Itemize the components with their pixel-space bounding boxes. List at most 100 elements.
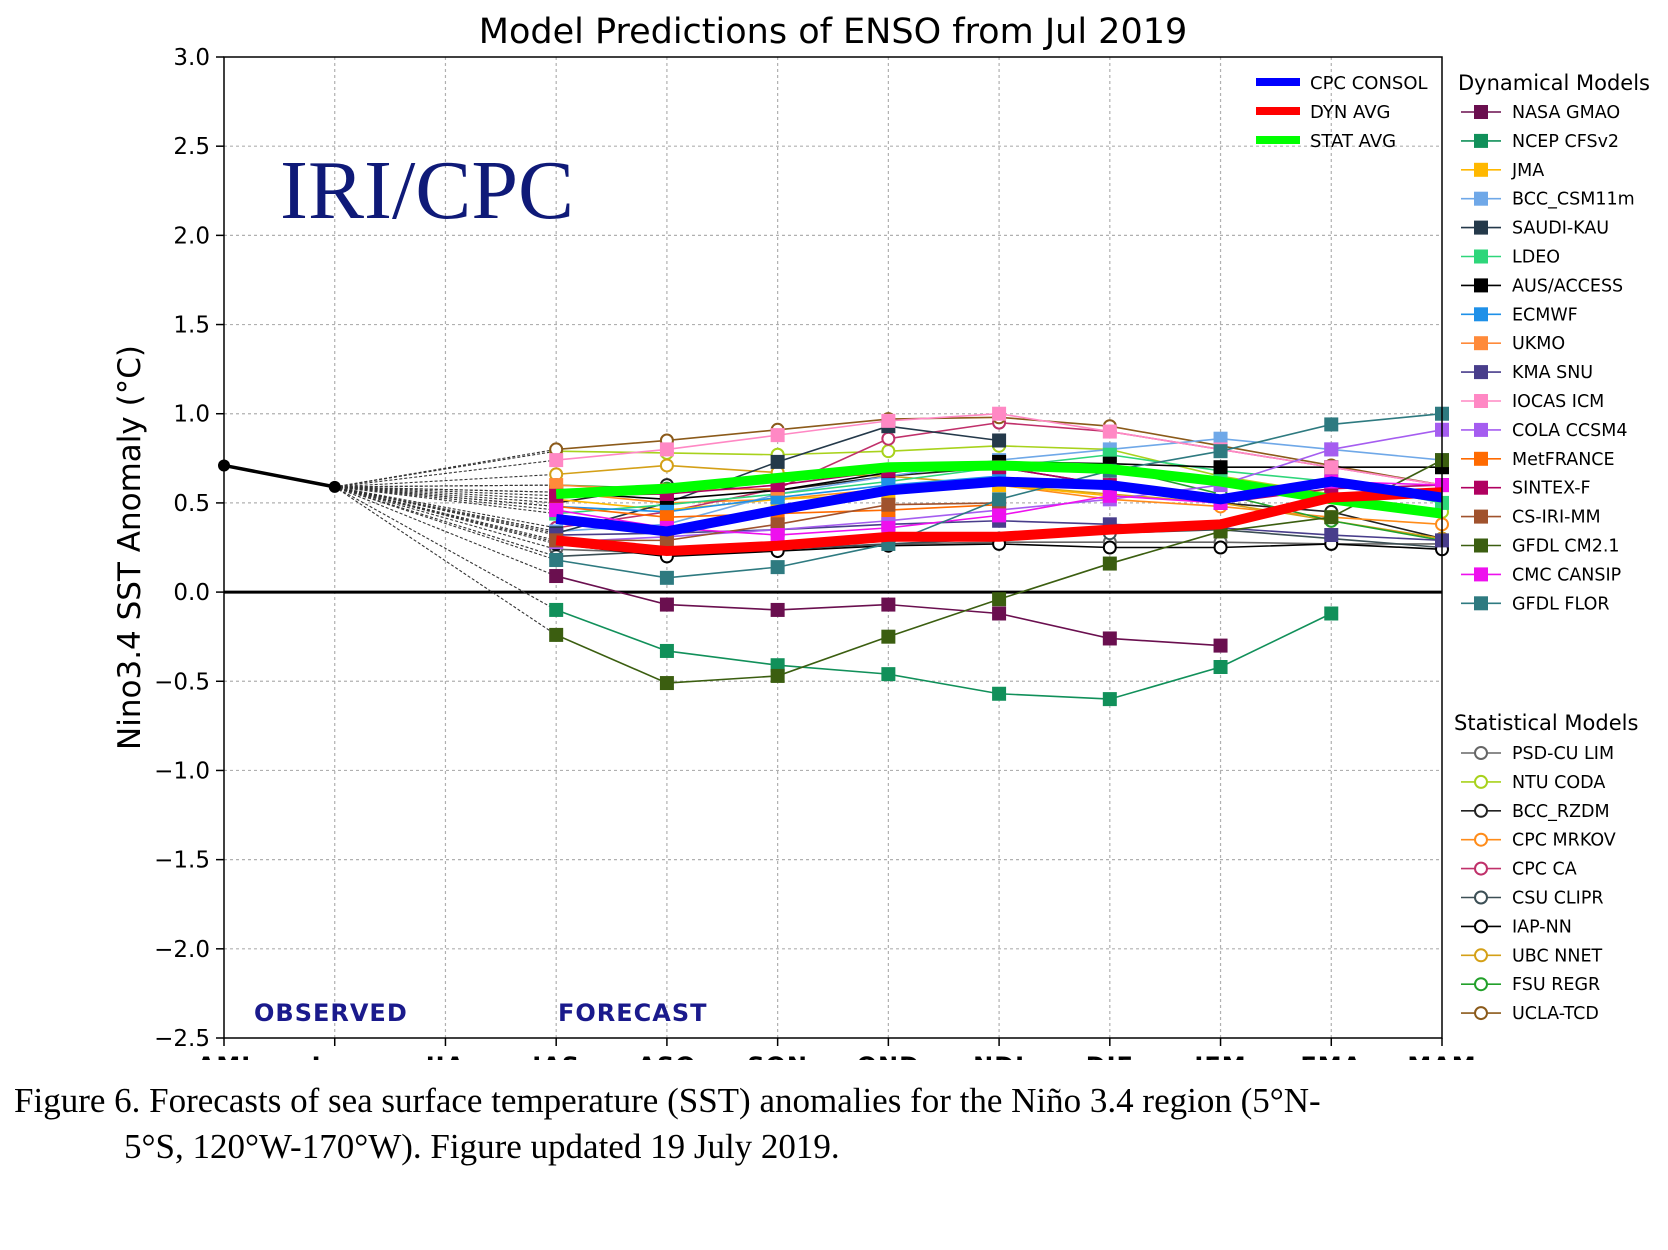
legend-label: BCC_RZDM — [1512, 802, 1610, 822]
forecast-label: FORECAST — [558, 999, 708, 1027]
x-tick-label: SON — [747, 1052, 808, 1060]
x-tick-label: FMA — [1300, 1052, 1362, 1060]
data-point — [1102, 424, 1117, 439]
data-point — [659, 458, 674, 473]
legend-label: SINTEX-F — [1512, 479, 1591, 499]
data-point — [549, 552, 564, 567]
data-point — [881, 597, 896, 612]
legend-marker — [1474, 249, 1488, 264]
series-line — [555, 609, 1332, 700]
data-point — [659, 597, 674, 612]
data-point — [881, 431, 896, 446]
legend-label: IAP-NN — [1512, 917, 1572, 937]
legend-marker — [1474, 133, 1488, 148]
legend-marker — [1474, 278, 1488, 293]
forecast-connector — [334, 486, 557, 557]
x-tick-label: DJF — [1086, 1052, 1134, 1060]
data-point — [1213, 540, 1228, 555]
enso-chart: IRI/CPC 3.0 2.5 2.0 1.5 1.0 0.5 0.0 −0.5 −1.0 −1.5… — [112, 12, 1650, 1080]
data-point — [1213, 431, 1228, 446]
data-point — [1213, 444, 1228, 459]
data-point — [1213, 660, 1228, 675]
data-point — [992, 592, 1007, 607]
legend-label: NCEP CFSv2 — [1512, 132, 1619, 152]
legend-title: Statistical Models — [1454, 711, 1638, 735]
data-point — [1102, 540, 1117, 555]
data-point — [659, 510, 674, 525]
legend-label: BCC_CSM11m — [1512, 190, 1635, 210]
statistical-legend: Statistical Models PSD-CU LIM NTU CODA BCC_… — [1454, 711, 1638, 1024]
forecast-connector — [334, 450, 557, 488]
forecast-connector — [334, 486, 557, 561]
legend-marker — [1474, 394, 1488, 408]
data-point — [1324, 460, 1339, 475]
forecast-connector — [334, 486, 557, 536]
forecast-connector — [334, 486, 557, 497]
y-tick-label: 2.5 — [173, 134, 210, 160]
data-point — [1213, 460, 1228, 475]
forecast-connector — [334, 486, 557, 500]
forecast-connector — [334, 473, 557, 488]
averages-legend: CPC CONSOL DYN AVG STAT AVG — [1256, 73, 1428, 152]
data-point — [992, 433, 1007, 448]
forecast-connector — [334, 486, 557, 543]
legend-label: AUS/ACCESS — [1512, 276, 1623, 296]
data-point — [770, 560, 785, 575]
data-point — [659, 533, 674, 548]
legend-marker — [1474, 803, 1488, 818]
data-point — [770, 528, 785, 543]
data-point — [1102, 556, 1117, 571]
data-point — [1324, 606, 1339, 621]
data-point — [549, 569, 564, 584]
legend-label: NTU CODA — [1512, 773, 1605, 793]
data-point — [770, 602, 785, 617]
legend-label: IOCAS ICM — [1512, 392, 1604, 412]
legend-marker — [1474, 365, 1488, 380]
data-point — [549, 503, 564, 518]
y-axis-label: Nino3.4 SST Anomaly (°C) — [112, 345, 148, 750]
data-point — [881, 520, 896, 535]
forecast-connector — [334, 459, 557, 488]
figure-caption: Figure 6. Forecasts of sea surface tempe… — [14, 1078, 1654, 1170]
data-point — [549, 627, 564, 642]
data-point — [659, 570, 674, 585]
legend-marker — [1474, 422, 1488, 437]
legend-marker — [1474, 1006, 1488, 1021]
legend-label: NASA GMAO — [1512, 103, 1620, 123]
data-point — [1324, 510, 1339, 525]
y-tick-label: −0.5 — [154, 669, 210, 695]
legend-label: CPC CONSOL — [1310, 73, 1428, 94]
legend-label: LDEO — [1512, 248, 1560, 268]
enso-plot: IRI/CPC 3.0 2.5 2.0 1.5 1.0 0.5 0.0 −0.5 −1.0 −1.5… — [112, 12, 1650, 1080]
legend-label: DYN AVG — [1310, 102, 1390, 123]
data-point — [549, 478, 564, 493]
legend-marker — [1474, 977, 1488, 992]
forecast-connectors — [334, 448, 557, 636]
data-point — [659, 442, 674, 457]
forecast-connector — [334, 484, 557, 488]
legend-marker — [1474, 919, 1488, 934]
data-point — [1324, 528, 1339, 543]
legend-marker — [1474, 567, 1488, 582]
x-tick-label: ASO — [637, 1052, 696, 1060]
forecast-connector — [334, 486, 557, 508]
legend-marker — [1474, 890, 1488, 905]
y-tick-label: 1.0 — [173, 402, 210, 428]
legend-label: CMC CANSIP — [1512, 565, 1621, 585]
y-tick-label: 2.0 — [173, 223, 210, 249]
watermark-label: IRI/CPC — [280, 144, 574, 237]
data-point — [659, 643, 674, 658]
legend-label: CPC MRKOV — [1512, 831, 1616, 851]
data-point — [659, 676, 674, 691]
legend-label: PSD-CU LIM — [1512, 744, 1614, 764]
legend-marker — [1474, 509, 1488, 524]
data-point — [1324, 442, 1339, 457]
forecast-connector — [334, 486, 557, 550]
y-tick-label: 0.0 — [173, 580, 210, 606]
legend-label: ECMWF — [1512, 305, 1578, 325]
data-point — [1102, 692, 1117, 707]
y-tick-label: −1.0 — [154, 758, 210, 784]
data-point — [992, 686, 1007, 701]
data-point — [770, 517, 785, 532]
legend-label: UBC NNET — [1512, 946, 1603, 966]
